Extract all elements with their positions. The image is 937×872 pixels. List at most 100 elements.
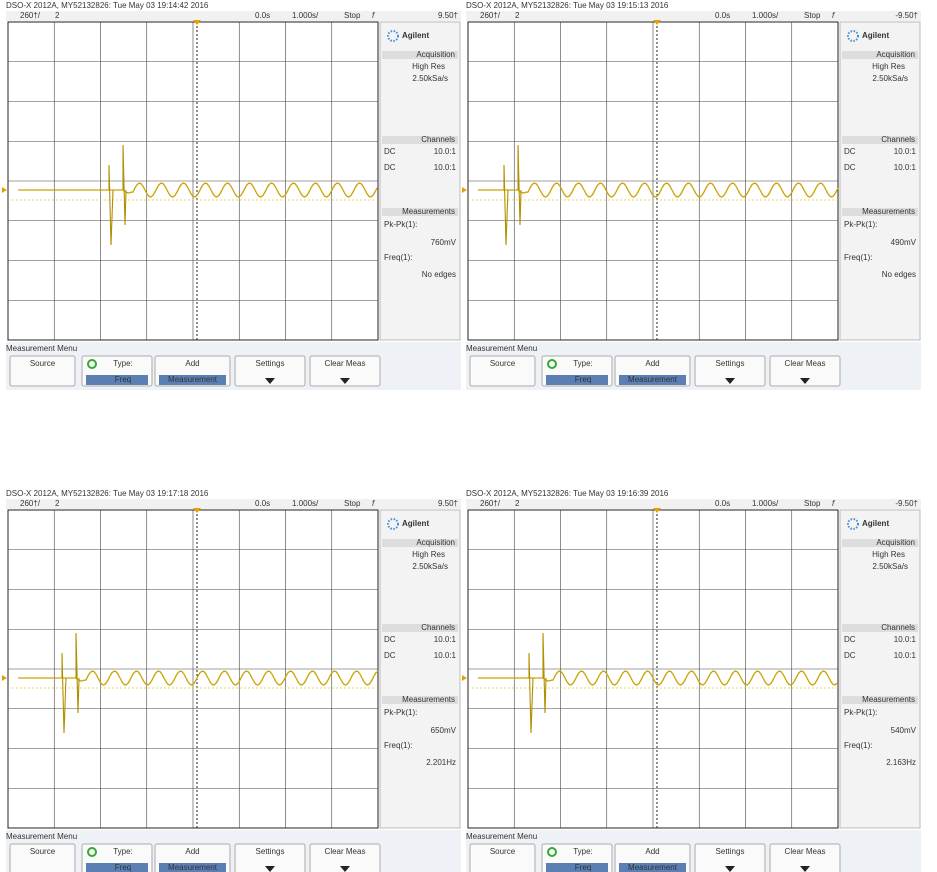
ch2-probe: 10.0:1	[434, 163, 457, 172]
softkey-label: Freq	[575, 863, 591, 872]
acq-mode: High Res	[412, 62, 445, 71]
softkey-label: Source	[490, 847, 516, 856]
vertical-scale: 260†/	[480, 499, 501, 508]
softkey-label: Source	[490, 359, 516, 368]
run-state: Stop	[344, 11, 361, 20]
ch1-coupling: DC	[844, 635, 856, 644]
ch1-probe: 10.0:1	[894, 635, 917, 644]
page: DSO-X 2012A, MY52132826: Tue May 03 19:1…	[0, 0, 937, 872]
softkey-label: Type:	[573, 847, 593, 856]
softkey-label: Source	[30, 359, 56, 368]
acquisition-title: Acquisition	[876, 50, 915, 59]
meas1-label: Pk-Pk(1):	[844, 708, 877, 717]
meas2-label: Freq(1):	[844, 253, 872, 262]
sample-rate: 2.50kSa/s	[412, 562, 448, 571]
measurements-title: Measurements	[862, 207, 915, 216]
menu-title: Measurement Menu	[6, 832, 77, 841]
softkey-label: Clear Meas	[785, 847, 826, 856]
status-bar	[466, 11, 921, 21]
ch1-coupling: DC	[384, 635, 396, 644]
sample-rate: 2.50kSa/s	[872, 562, 908, 571]
meas1-label: Pk-Pk(1):	[844, 220, 877, 229]
timebase: 1.000s/	[752, 11, 779, 20]
header: DSO-X 2012A, MY52132826: Tue May 03 19:1…	[6, 489, 209, 498]
acquisition-title: Acquisition	[876, 538, 915, 547]
vertical-scale: 260†/	[480, 11, 501, 20]
ch1-probe: 10.0:1	[894, 147, 917, 156]
scope-screenshot: DSO-X 2012A, MY52132826: Tue May 03 19:1…	[2, 489, 461, 872]
ch2-coupling: DC	[384, 163, 396, 172]
status-bar	[6, 11, 461, 21]
scope-screenshot: DSO-X 2012A, MY52132826: Tue May 03 19:1…	[462, 1, 921, 390]
vertical-scale: 260†/	[20, 11, 41, 20]
run-state: Stop	[804, 11, 821, 20]
softkey-label: Measurement	[628, 863, 678, 872]
acq-mode: High Res	[872, 550, 905, 559]
ch1-coupling: DC	[844, 147, 856, 156]
ch1-probe: 10.0:1	[434, 147, 457, 156]
channel-marker	[2, 187, 7, 193]
brand: Agilent	[402, 519, 429, 528]
vertical-scale: 260†/	[20, 499, 41, 508]
trigger-level: 9.50†	[438, 499, 458, 508]
meas1-value: 490mV	[891, 238, 917, 247]
softkey-label: Add	[185, 359, 199, 368]
screenshots: DSO-X 2012A, MY52132826: Tue May 03 19:1…	[0, 0, 937, 872]
menu-title: Measurement Menu	[6, 344, 77, 353]
header: DSO-X 2012A, MY52132826: Tue May 03 19:1…	[466, 1, 669, 10]
acq-mode: High Res	[872, 62, 905, 71]
menu-title: Measurement Menu	[466, 832, 537, 841]
ch2-probe: 10.0:1	[894, 651, 917, 660]
delay: 0.0s	[715, 499, 730, 508]
channel-marker	[2, 675, 7, 681]
sample-rate: 2.50kSa/s	[872, 74, 908, 83]
softkey-label: Settings	[256, 847, 285, 856]
channel2-label: 2	[55, 11, 60, 20]
brand: Agilent	[862, 519, 889, 528]
acquisition-title: Acquisition	[416, 538, 455, 547]
meas2-label: Freq(1):	[844, 741, 872, 750]
delay: 0.0s	[715, 11, 730, 20]
softkey-label: Measurement	[628, 375, 678, 384]
scope-screenshot: DSO-X 2012A, MY52132826: Tue May 03 19:1…	[2, 1, 461, 390]
acq-mode: High Res	[412, 550, 445, 559]
softkey-label: Add	[185, 847, 199, 856]
softkey-label: Clear Meas	[785, 359, 826, 368]
meas2-value: 2.201Hz	[426, 758, 456, 767]
ch2-probe: 10.0:1	[894, 163, 917, 172]
softkey-label: Clear Meas	[325, 847, 366, 856]
timebase: 1.000s/	[292, 499, 319, 508]
channels-title: Channels	[881, 623, 915, 632]
trigger-level: 9.50†	[438, 11, 458, 20]
acquisition-title: Acquisition	[416, 50, 455, 59]
softkey-label: Clear Meas	[325, 359, 366, 368]
channel-marker	[462, 675, 467, 681]
ch2-coupling: DC	[384, 651, 396, 660]
channel2-label: 2	[515, 11, 520, 20]
brand: Agilent	[862, 31, 889, 40]
brand: Agilent	[402, 31, 429, 40]
trigger-level: -9.50†	[895, 499, 918, 508]
softkey-label: Type:	[113, 847, 133, 856]
header: DSO-X 2012A, MY52132826: Tue May 03 19:1…	[6, 1, 209, 10]
softkey-label: Add	[645, 359, 659, 368]
softkey-label: Freq	[115, 863, 131, 872]
ch1-probe: 10.0:1	[434, 635, 457, 644]
channel-marker	[462, 187, 467, 193]
ch2-coupling: DC	[844, 163, 856, 172]
measurements-title: Measurements	[862, 695, 915, 704]
channel2-label: 2	[515, 499, 520, 508]
meas1-value: 760mV	[431, 238, 457, 247]
softkey-label: Settings	[716, 359, 745, 368]
channel2-label: 2	[55, 499, 60, 508]
softkey-label: Add	[645, 847, 659, 856]
timebase: 1.000s/	[752, 499, 779, 508]
meas2-label: Freq(1):	[384, 253, 412, 262]
meas2-value: No edges	[882, 270, 916, 279]
softkey-label: Source	[30, 847, 56, 856]
softkey-label: Type:	[573, 359, 593, 368]
scope-screenshot: DSO-X 2012A, MY52132826: Tue May 03 19:1…	[462, 489, 921, 872]
header: DSO-X 2012A, MY52132826: Tue May 03 19:1…	[466, 489, 669, 498]
run-state: Stop	[344, 499, 361, 508]
softkey-label: Freq	[575, 375, 591, 384]
